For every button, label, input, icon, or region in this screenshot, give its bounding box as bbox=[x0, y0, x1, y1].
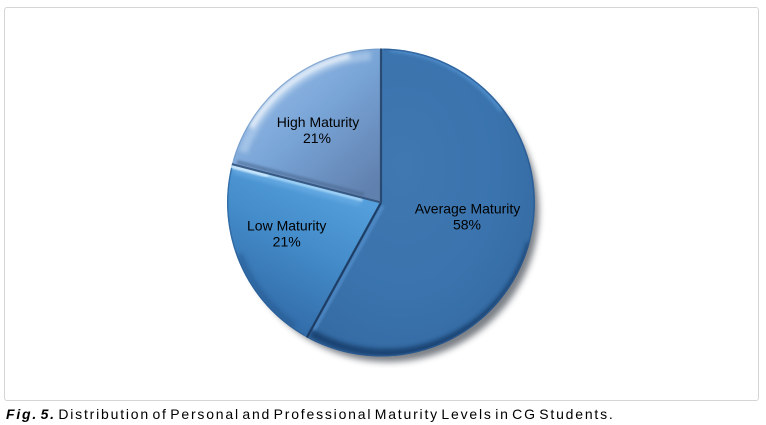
svg-text:High Maturity: High Maturity bbox=[277, 114, 359, 130]
svg-text:21%: 21% bbox=[273, 234, 301, 250]
svg-text:58%: 58% bbox=[453, 217, 481, 233]
svg-text:21%: 21% bbox=[303, 130, 331, 146]
svg-text:Low Maturity: Low Maturity bbox=[247, 218, 326, 234]
svg-text:Average Maturity: Average Maturity bbox=[415, 201, 521, 217]
